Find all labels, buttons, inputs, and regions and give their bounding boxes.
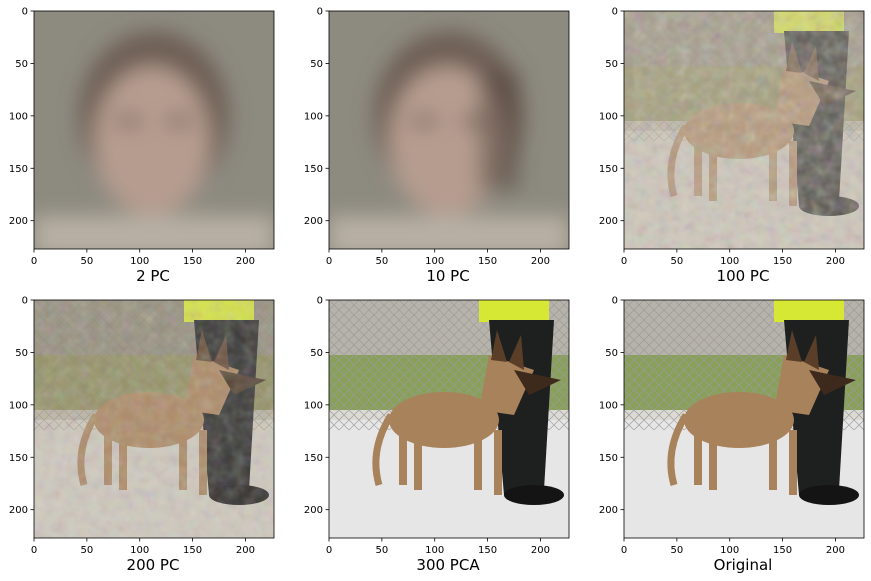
x-tick-label: 150 [183, 256, 202, 267]
x-tick-label: 200 [826, 256, 845, 267]
x-tick-label: 50 [670, 256, 683, 267]
y-tick-label: 50 [15, 348, 28, 359]
subplot-caption: 100 PC [716, 267, 770, 285]
subplot-panel: 0 50 100 150 200 0 50 100 150 200 300 PCA [295, 289, 585, 579]
x-tick-label: 150 [773, 256, 792, 267]
y-tick-label: 0 [317, 7, 323, 18]
reconstructed-image [624, 11, 864, 249]
x-tick-label: 100 [720, 256, 739, 267]
axes-frame [33, 299, 275, 539]
subplot-caption: 300 PCA [416, 556, 480, 574]
subplot-axes: 0 50 100 150 200 0 50 100 150 200 [599, 296, 865, 556]
subplot-panel: 0 50 100 150 200 0 50 100 150 200 100 PC [590, 0, 871, 290]
subplot-panel: 0 50 100 150 200 0 50 100 150 200 200 PC [0, 289, 290, 579]
y-tick-label: 50 [310, 59, 323, 70]
x-tick-label: 100 [130, 256, 149, 267]
y-tick-label: 200 [9, 505, 28, 516]
subplot-panel: 0 50 100 150 200 0 50 100 150 200 Original [590, 289, 871, 579]
x-tick-label: 0 [621, 256, 627, 267]
subplot-caption: Original [713, 556, 773, 574]
x-tick-label: 200 [531, 545, 550, 556]
reconstructed-image [329, 11, 569, 249]
y-tick-label: 150 [304, 453, 323, 464]
x-tick-label: 150 [183, 545, 202, 556]
y-tick-label: 50 [310, 348, 323, 359]
y-tick-label: 150 [304, 164, 323, 175]
y-tick-label: 50 [605, 59, 618, 70]
x-tick-label: 0 [326, 256, 332, 267]
subplot-panel: 0 50 100 150 200 0 50 100 150 200 10 PC [295, 0, 585, 290]
axes-frame [328, 299, 570, 539]
subplot-axes: 0 50 100 150 200 0 50 100 150 200 [304, 296, 570, 556]
y-tick-label: 0 [22, 296, 28, 307]
y-tick-label: 100 [599, 111, 618, 122]
x-tick-label: 200 [531, 256, 550, 267]
y-tick-label: 0 [612, 296, 618, 307]
reconstructed-image [34, 11, 274, 249]
subplot-axes: 0 50 100 150 200 0 50 100 150 200 [599, 7, 865, 267]
y-tick-label: 50 [605, 348, 618, 359]
axes-frame [328, 10, 570, 250]
y-tick-label: 100 [9, 400, 28, 411]
subplot-axes: 0 50 100 150 200 0 50 100 150 200 [9, 296, 275, 556]
subplot-caption: 200 PC [126, 556, 180, 574]
y-tick-label: 150 [599, 164, 618, 175]
y-tick-label: 200 [304, 216, 323, 227]
x-tick-label: 50 [80, 256, 93, 267]
x-tick-label: 0 [31, 256, 37, 267]
subplot-axes: 0 50 100 150 200 0 50 100 150 200 [9, 7, 275, 267]
x-tick-label: 150 [478, 545, 497, 556]
y-tick-label: 100 [9, 111, 28, 122]
subplot-caption: 10 PC [426, 267, 470, 285]
y-tick-label: 200 [599, 216, 618, 227]
x-tick-label: 50 [375, 545, 388, 556]
subplot-panel: 0 50 100 150 200 0 50 100 150 200 2 PC [0, 0, 290, 290]
y-tick-label: 0 [22, 7, 28, 18]
x-tick-label: 0 [31, 545, 37, 556]
x-tick-label: 200 [826, 545, 845, 556]
axes-frame [623, 299, 865, 539]
subplot-axes: 0 50 100 150 200 0 50 100 150 200 [304, 7, 570, 267]
reconstructed-image [329, 300, 569, 538]
reconstructed-image [624, 300, 864, 538]
x-tick-label: 0 [326, 545, 332, 556]
y-tick-label: 200 [599, 505, 618, 516]
x-tick-label: 50 [375, 256, 388, 267]
x-tick-label: 150 [773, 545, 792, 556]
x-tick-label: 100 [425, 256, 444, 267]
y-tick-label: 150 [9, 453, 28, 464]
axes-frame [33, 10, 275, 250]
x-tick-label: 100 [130, 545, 149, 556]
y-tick-label: 100 [304, 111, 323, 122]
y-tick-label: 150 [9, 164, 28, 175]
y-tick-label: 0 [612, 7, 618, 18]
x-tick-label: 50 [670, 545, 683, 556]
y-tick-label: 50 [15, 59, 28, 70]
x-tick-label: 100 [720, 545, 739, 556]
x-tick-label: 200 [236, 545, 255, 556]
y-tick-label: 150 [599, 453, 618, 464]
y-tick-label: 100 [599, 400, 618, 411]
x-tick-label: 150 [478, 256, 497, 267]
y-tick-label: 100 [304, 400, 323, 411]
x-tick-label: 200 [236, 256, 255, 267]
subplot-caption: 2 PC [136, 267, 170, 285]
reconstructed-image [34, 300, 274, 538]
y-tick-label: 0 [317, 296, 323, 307]
x-tick-label: 100 [425, 545, 444, 556]
x-tick-label: 50 [80, 545, 93, 556]
y-tick-label: 200 [9, 216, 28, 227]
y-tick-label: 200 [304, 505, 323, 516]
axes-frame [623, 10, 865, 250]
x-tick-label: 0 [621, 545, 627, 556]
